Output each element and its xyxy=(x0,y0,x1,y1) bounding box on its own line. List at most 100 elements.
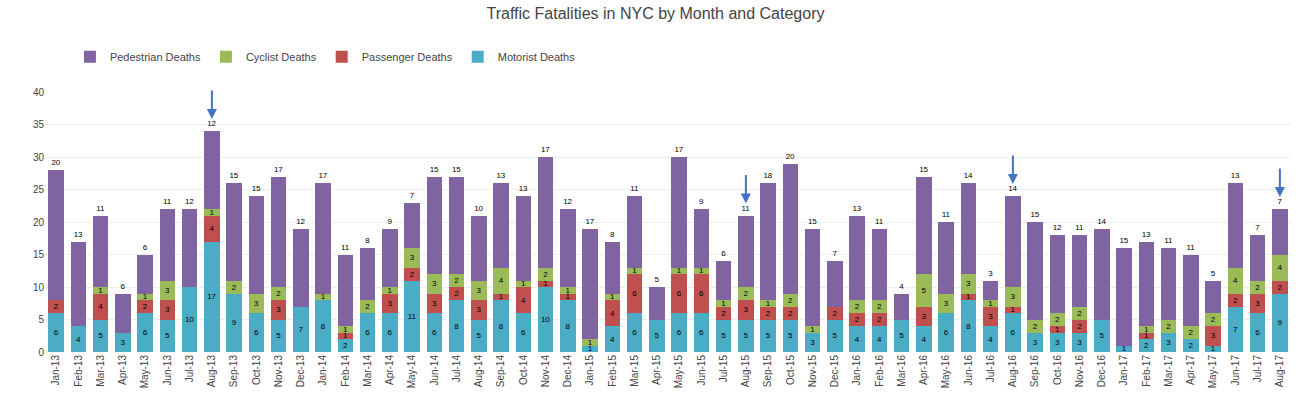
svg-text:3: 3 xyxy=(1077,338,1082,347)
svg-text:35: 35 xyxy=(33,119,45,130)
svg-text:5: 5 xyxy=(276,331,281,340)
svg-text:2: 2 xyxy=(1055,315,1060,324)
svg-text:3: 3 xyxy=(921,312,926,321)
svg-text:2: 2 xyxy=(1144,341,1149,350)
svg-text:2: 2 xyxy=(343,341,348,350)
svg-text:1: 1 xyxy=(1144,331,1149,340)
svg-text:20: 20 xyxy=(51,158,60,167)
svg-text:2: 2 xyxy=(1033,322,1038,331)
svg-text:9: 9 xyxy=(699,197,704,206)
svg-text:3: 3 xyxy=(387,299,392,308)
svg-text:2: 2 xyxy=(276,289,281,298)
svg-text:11: 11 xyxy=(1164,236,1173,245)
svg-text:4: 4 xyxy=(988,335,993,344)
svg-text:9: 9 xyxy=(232,318,237,327)
svg-text:8: 8 xyxy=(610,230,615,239)
svg-text:5: 5 xyxy=(721,331,726,340)
svg-text:7: 7 xyxy=(298,325,303,334)
svg-text:Jan-17: Jan-17 xyxy=(1118,355,1129,386)
svg-text:5: 5 xyxy=(654,331,659,340)
svg-text:20: 20 xyxy=(786,152,795,161)
svg-text:2: 2 xyxy=(365,302,370,311)
svg-text:15: 15 xyxy=(229,171,238,180)
svg-text:3: 3 xyxy=(743,305,748,314)
svg-text:5: 5 xyxy=(788,331,793,340)
svg-text:Dec-13: Dec-13 xyxy=(295,355,306,388)
svg-text:11: 11 xyxy=(408,312,417,321)
svg-text:11: 11 xyxy=(1075,223,1084,232)
svg-text:May-14: May-14 xyxy=(406,355,417,389)
svg-text:8: 8 xyxy=(454,322,459,331)
svg-text:Nov-14: Nov-14 xyxy=(540,355,551,388)
svg-text:Sep-14: Sep-14 xyxy=(495,355,506,388)
svg-text:Apr-17: Apr-17 xyxy=(1185,355,1196,385)
svg-text:May-17: May-17 xyxy=(1207,355,1218,389)
svg-text:11: 11 xyxy=(163,197,172,206)
svg-text:Aug-15: Aug-15 xyxy=(740,355,751,388)
svg-text:1: 1 xyxy=(766,299,771,308)
svg-text:6: 6 xyxy=(677,328,682,337)
svg-text:4: 4 xyxy=(855,335,860,344)
svg-text:2: 2 xyxy=(877,302,882,311)
svg-text:Jul-17: Jul-17 xyxy=(1252,355,1263,383)
svg-text:4: 4 xyxy=(921,335,926,344)
svg-text:3: 3 xyxy=(1211,331,1216,340)
svg-text:2: 2 xyxy=(1255,283,1260,292)
svg-text:2: 2 xyxy=(855,315,860,324)
svg-text:15: 15 xyxy=(1030,210,1039,219)
svg-text:2: 2 xyxy=(143,302,148,311)
svg-text:17: 17 xyxy=(274,165,283,174)
svg-text:1: 1 xyxy=(699,266,704,275)
svg-text:3: 3 xyxy=(120,338,125,347)
svg-text:2: 2 xyxy=(1077,322,1082,331)
svg-text:Apr-16: Apr-16 xyxy=(918,355,929,385)
svg-text:2: 2 xyxy=(1277,283,1282,292)
svg-text:2: 2 xyxy=(1188,341,1193,350)
svg-text:Jul-14: Jul-14 xyxy=(451,355,462,383)
svg-text:1: 1 xyxy=(209,208,214,217)
svg-text:8: 8 xyxy=(365,236,370,245)
svg-text:4: 4 xyxy=(899,282,904,291)
svg-text:11: 11 xyxy=(96,204,105,213)
svg-text:13: 13 xyxy=(852,204,861,213)
svg-text:Oct-14: Oct-14 xyxy=(518,355,529,385)
svg-text:Feb-15: Feb-15 xyxy=(607,355,618,387)
svg-text:3: 3 xyxy=(432,279,437,288)
svg-text:Motorist Deaths: Motorist Deaths xyxy=(498,51,576,63)
svg-text:Jan-15: Jan-15 xyxy=(584,355,595,386)
svg-text:1: 1 xyxy=(98,286,103,295)
svg-text:4: 4 xyxy=(209,224,214,233)
svg-text:3: 3 xyxy=(1033,338,1038,347)
svg-text:1: 1 xyxy=(632,266,637,275)
svg-text:May-13: May-13 xyxy=(139,355,150,389)
svg-text:8: 8 xyxy=(499,322,504,331)
svg-text:12: 12 xyxy=(1053,223,1062,232)
svg-text:2: 2 xyxy=(232,283,237,292)
svg-text:1: 1 xyxy=(988,299,993,308)
svg-text:Jun-17: Jun-17 xyxy=(1230,355,1241,386)
svg-text:6: 6 xyxy=(677,289,682,298)
svg-text:2: 2 xyxy=(454,276,459,285)
svg-text:1: 1 xyxy=(1055,325,1060,334)
svg-text:3: 3 xyxy=(410,253,415,262)
svg-text:Aug-17: Aug-17 xyxy=(1274,355,1285,388)
svg-text:May-16: May-16 xyxy=(940,355,951,389)
svg-text:13: 13 xyxy=(496,171,505,180)
svg-text:5: 5 xyxy=(921,286,926,295)
svg-text:3: 3 xyxy=(276,305,281,314)
svg-text:1: 1 xyxy=(565,286,570,295)
svg-text:10: 10 xyxy=(541,315,550,324)
svg-text:Jul-13: Jul-13 xyxy=(184,355,195,383)
svg-text:1: 1 xyxy=(521,279,526,288)
svg-text:11: 11 xyxy=(630,184,639,193)
svg-text:6: 6 xyxy=(143,243,148,252)
svg-text:3: 3 xyxy=(1055,338,1060,347)
svg-text:2: 2 xyxy=(1233,296,1238,305)
svg-text:10: 10 xyxy=(33,282,45,293)
svg-text:Mar-17: Mar-17 xyxy=(1163,355,1174,387)
svg-text:Jan-14: Jan-14 xyxy=(317,355,328,386)
svg-text:8: 8 xyxy=(321,322,326,331)
svg-text:Feb-14: Feb-14 xyxy=(340,355,351,387)
svg-text:Jun-14: Jun-14 xyxy=(429,355,440,386)
svg-text:1: 1 xyxy=(1122,344,1127,353)
